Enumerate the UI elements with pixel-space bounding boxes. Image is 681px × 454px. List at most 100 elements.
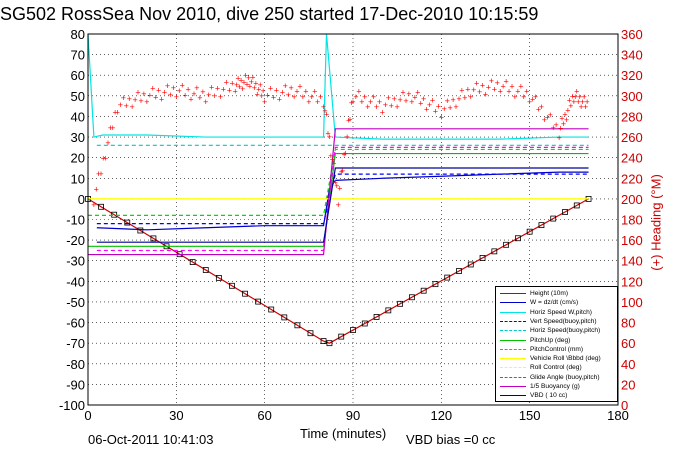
heading-point: + (105, 138, 110, 148)
y2-tick-label: 60 (621, 336, 635, 351)
heading-point: + (209, 83, 214, 93)
heading-point: + (318, 92, 323, 102)
heading-point: + (337, 184, 342, 194)
height-marker (242, 290, 248, 297)
legend-label: 1/5 Buoyancy (g) (530, 383, 580, 390)
heading-point: + (327, 132, 332, 142)
legend-label: PitchControl (mm) (530, 345, 584, 353)
heading-point: + (539, 102, 544, 112)
heading-point: + (240, 84, 245, 94)
heading-point: + (433, 106, 438, 116)
heading-point: + (224, 77, 229, 87)
chart-title: SG502 RossSea Nov 2010, dive 250 started… (0, 4, 539, 24)
x-tick-label: 150 (519, 408, 541, 423)
height-marker (137, 227, 144, 234)
y-tick-label: 60 (71, 68, 85, 83)
heading-point: + (492, 85, 497, 95)
heading-point: + (183, 90, 188, 100)
heading-point: + (334, 181, 339, 191)
height-marker (526, 228, 533, 235)
legend-entry: Vert Speed(buoy,pitch) (496, 317, 617, 326)
heading-point: + (518, 82, 523, 92)
height-marker (479, 255, 486, 261)
heading-point: + (359, 97, 364, 107)
heading-point: + (545, 112, 550, 122)
y2-tick-label: 320 (621, 68, 643, 83)
heading-point: + (506, 87, 511, 97)
heading-point: + (247, 82, 252, 92)
heading-point: + (436, 102, 441, 112)
heading-point: + (180, 81, 185, 91)
heading-point: + (286, 90, 291, 100)
height-marker (150, 235, 157, 242)
y2-tick-label: 40 (621, 357, 635, 372)
y-tick-label: 0 (78, 192, 85, 207)
x-tick-label: 90 (346, 408, 360, 423)
y2-tick-label: 140 (621, 254, 643, 269)
legend-label: Horiz Speed W,pitch) (530, 308, 592, 316)
heading-point: + (536, 105, 541, 115)
legend-label: W = dz/dt (cm/s) (530, 299, 579, 307)
heading-point: + (130, 102, 135, 112)
heading-point: + (321, 102, 326, 112)
legend: Height (10m) W = dz/dt (cm/s) Horiz Speed … (495, 286, 618, 402)
height-marker (467, 261, 474, 268)
heading-point: + (124, 101, 129, 111)
y2-tick-label: 0 (621, 398, 628, 413)
heading-point: + (406, 89, 411, 99)
x-tick-label: 0 (84, 408, 91, 423)
heading-point: + (306, 97, 311, 107)
y2-tick-label: 20 (621, 377, 635, 392)
heading-point: + (322, 106, 327, 116)
heading-point: + (356, 87, 361, 97)
y2-tick-label: 80 (621, 316, 635, 331)
height-marker (550, 215, 557, 222)
heading-point: + (121, 93, 126, 103)
heading-point: + (515, 87, 520, 97)
heading-point: + (188, 94, 193, 104)
heading-point: + (244, 79, 249, 89)
heading-point: + (556, 133, 561, 143)
heading-point: + (237, 82, 242, 92)
y-tick-label: -90 (66, 377, 85, 392)
heading-point: + (430, 95, 435, 105)
heading-point: + (331, 158, 336, 168)
height-marker (281, 314, 288, 321)
vbd-bias-label: VBD bias =0 cc (406, 432, 496, 447)
legend-swatch (500, 320, 526, 322)
heading-point: + (108, 123, 113, 133)
heading-point: + (252, 83, 257, 93)
heading-point: + (442, 104, 447, 114)
height-marker (326, 340, 333, 347)
heading-point: + (283, 81, 288, 91)
heading-point: + (353, 92, 358, 102)
heading-point: + (558, 123, 563, 133)
heading-point: + (206, 90, 211, 100)
legend-swatch (500, 339, 526, 341)
legend-label: Height (10m) (530, 290, 569, 297)
heading-point: + (474, 78, 479, 88)
legend-swatch (500, 358, 526, 360)
height-marker (373, 314, 380, 320)
heading-point: + (96, 169, 101, 179)
series-line-0 (87, 198, 589, 344)
heading-point: + (147, 90, 152, 100)
heading-point: + (409, 97, 414, 107)
legend-entry: Glide Angle (buoy,pitch) (496, 373, 617, 382)
y2-tick-label: 260 (621, 130, 643, 145)
x-tick-label: 180 (607, 408, 629, 423)
heading-point: + (554, 120, 559, 130)
y2-tick-label: 100 (621, 295, 643, 310)
heading-point: + (238, 75, 243, 85)
heading-point: + (132, 95, 137, 105)
series-line-1 (96, 171, 589, 231)
y-tick-label: 80 (71, 27, 85, 42)
heading-point: + (570, 91, 575, 101)
heading-point: + (265, 90, 270, 100)
heading-point: + (389, 101, 394, 111)
heading-point: + (347, 115, 352, 125)
y2-axis-label: (+) Heading (°M) (648, 174, 664, 271)
y2-tick-label: 160 (621, 233, 643, 248)
legend-label: Glide Angle (buoy,pitch) (530, 373, 600, 381)
